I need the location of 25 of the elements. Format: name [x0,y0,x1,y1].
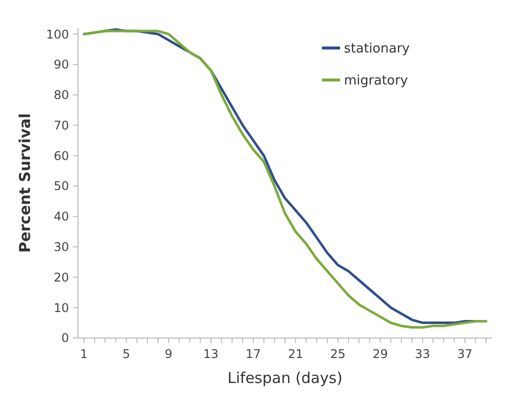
y-axis-title: Percent Survival [16,113,34,253]
x-tick-label: 25 [330,347,346,361]
y-tick-label: 10 [54,300,69,315]
y-tick-label: 70 [54,118,69,132]
x-tick-label: 1 [80,347,88,361]
x-tick-label: 33 [414,347,430,361]
legend-label: migratory [344,74,408,89]
x-tick-label: 29 [372,347,388,361]
y-tick-label: 80 [54,88,69,102]
x-tick-label: 37 [457,347,472,361]
y-tick-label: 30 [54,240,69,254]
y-tick-label: 60 [54,148,69,163]
y-tick-label: 40 [54,210,69,224]
y-tick-label: 0 [61,331,69,346]
x-tick-label: 9 [164,347,172,361]
x-axis-title: Lifespan (days) [228,369,342,387]
x-tick-label: 13 [203,347,219,361]
x-tick-label: 21 [288,347,304,361]
x-tick-label: 17 [246,347,261,361]
legend-label: stationary [344,42,410,57]
y-tick-label: 20 [54,270,69,284]
y-tick-label: 50 [54,179,69,194]
x-tick-label: 5 [122,347,130,361]
y-tick-label: 90 [54,58,69,72]
y-tick-label: 100 [46,27,69,42]
